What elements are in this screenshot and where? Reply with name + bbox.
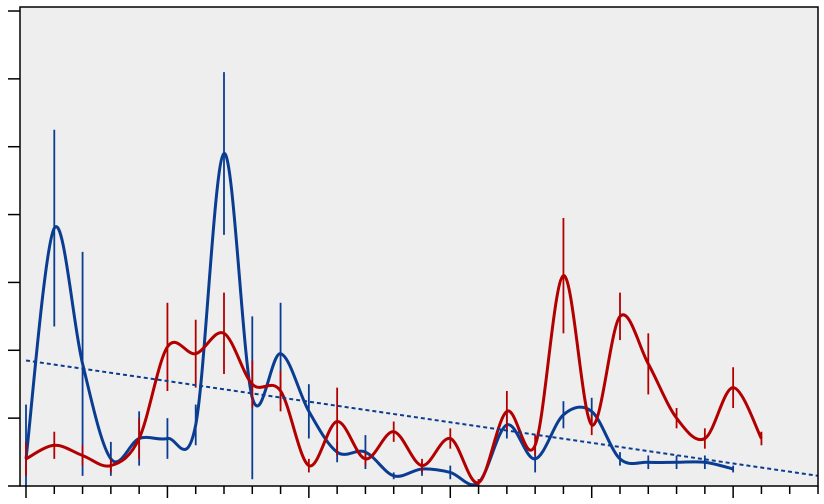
series-2 bbox=[25, 217, 763, 486]
series-layer bbox=[24, 72, 819, 487]
series-1-line bbox=[24, 151, 734, 487]
series-2-line bbox=[25, 274, 763, 485]
plot-frame bbox=[19, 6, 819, 487]
series-3-trend-line bbox=[25, 359, 819, 477]
series-1 bbox=[24, 72, 735, 487]
axis-layer bbox=[8, 10, 819, 498]
series-3 bbox=[25, 359, 819, 477]
plot-background bbox=[20, 7, 818, 486]
